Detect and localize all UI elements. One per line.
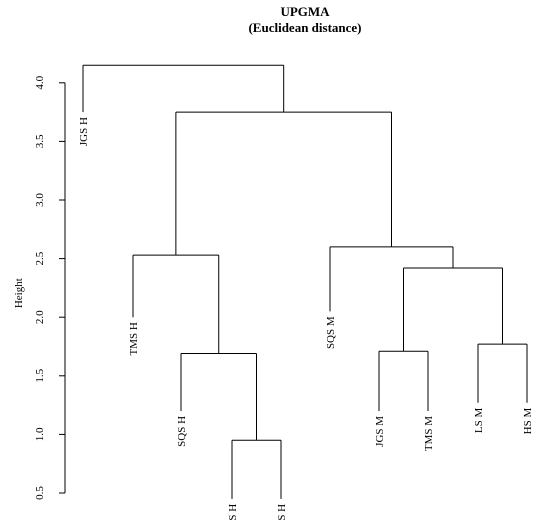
y-tick-label: 2.0	[34, 310, 46, 324]
leaf-label: TMS M	[423, 416, 435, 451]
leaf-label: SQS M	[325, 316, 337, 349]
leaf-label: JGS H	[78, 117, 90, 146]
chart-subtitle: (Euclidean distance)	[248, 20, 362, 35]
leaf-label: LS M	[473, 408, 485, 434]
y-tick-label: 4.0	[34, 75, 46, 89]
leaf-label: HS M	[522, 408, 534, 435]
leaf-label: TMS H	[128, 322, 140, 355]
y-tick-label: 1.5	[34, 368, 46, 382]
leaf-label: SQS H	[176, 416, 188, 447]
y-tick-label: 0.5	[34, 486, 46, 500]
leaf-label: HS H	[276, 504, 288, 521]
y-axis-label: Height	[13, 278, 25, 308]
y-tick-label: 3.5	[34, 134, 46, 148]
y-tick-label: 1.0	[34, 427, 46, 441]
chart-title: UPGMA	[280, 4, 330, 19]
leaf-label: JGS M	[374, 416, 386, 447]
y-tick-label: 3.0	[34, 193, 46, 207]
y-tick-label: 2.5	[34, 251, 46, 265]
leaf-label: LS H	[227, 504, 239, 521]
